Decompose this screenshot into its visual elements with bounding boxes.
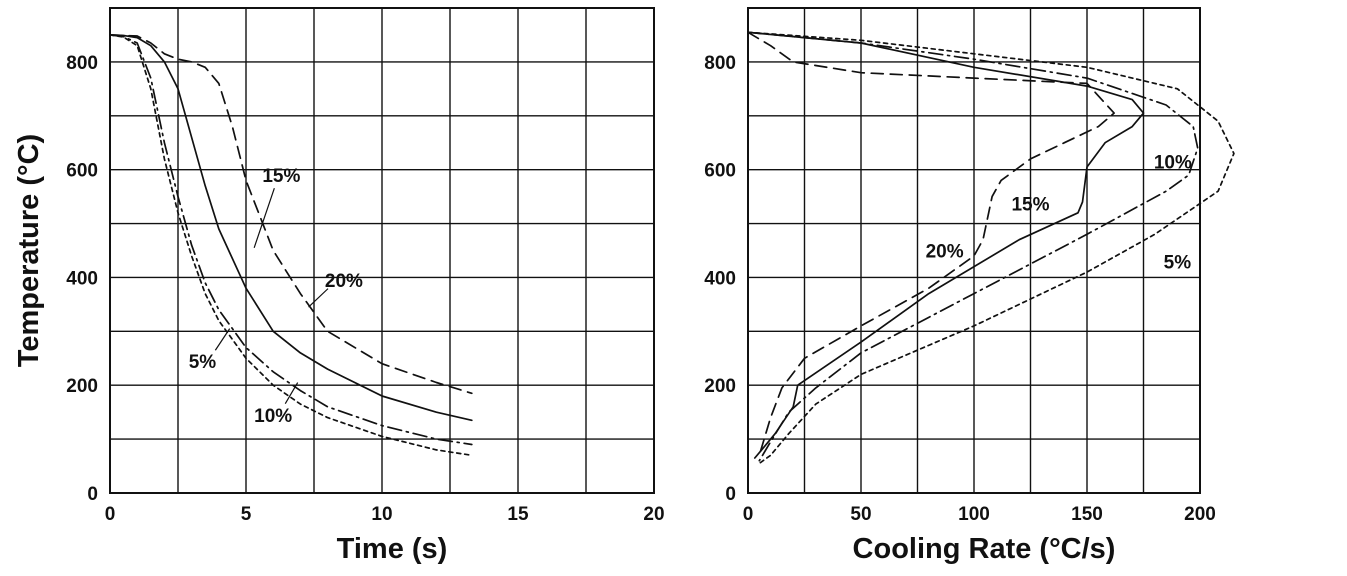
series-label-20-percent: 20% [325,271,363,292]
y-tick-label: 0 [725,484,736,505]
y-tick-label: 600 [704,161,736,182]
x-tick-label: 10 [371,504,392,525]
x-tick-label: 5 [241,504,252,525]
x-tick-label: 50 [850,504,871,525]
x-tick-label: 150 [1071,504,1103,525]
x-tick-label: 200 [1184,504,1216,525]
y-tick-label: 200 [66,376,98,397]
x-axis-title: Cooling Rate (°C/s) [853,533,1116,565]
label-leader-line [253,187,275,248]
label-leader-line [214,328,231,351]
y-tick-label: 0 [87,484,98,505]
x-tick-label: 0 [743,504,754,525]
series-label-10-percent: 10% [1154,153,1192,174]
plot-frame [109,7,655,494]
series-line-15-percent [109,34,473,422]
plot-frame [747,7,1201,494]
series-line-5-percent [109,34,473,457]
series-line-15-percent [747,31,1145,459]
y-tick-label: 800 [66,53,98,74]
series-line-10-percent [109,34,473,446]
y-tick-label: 600 [66,161,98,182]
x-axis-title: Time (s) [337,533,448,565]
temperature-vs-cooling-rate-panel: 0 50 100 150 200 0 200 400 600 800 Cooling Rate (°… [704,7,1235,565]
series-label-15-percent: 15% [1011,195,1049,216]
y-axis-title: Temperature (°C) [13,134,45,367]
x-tick-label: 0 [105,504,116,525]
label-leader-line [284,382,299,405]
y-tick-label: 800 [704,53,736,74]
y-tick-label: 200 [704,376,736,397]
x-tick-label: 15 [507,504,529,525]
series-label-20-percent: 20% [926,242,964,263]
series-line-20-percent [747,31,1115,457]
y-tick-label: 400 [66,268,98,289]
series-label-5-percent: 5% [1164,252,1192,273]
series-line-20-percent [109,34,473,395]
label-leader-line [308,288,329,308]
x-tick-label: 20 [643,504,664,525]
series-line-5-percent [747,31,1235,465]
series-label-15-percent: 15% [262,166,300,187]
x-tick-label: 100 [958,504,990,525]
series-line-10-percent [747,31,1199,462]
series-label-5-percent: 5% [189,352,217,373]
y-tick-label: 400 [704,268,736,289]
series-label-10-percent: 10% [254,406,292,427]
